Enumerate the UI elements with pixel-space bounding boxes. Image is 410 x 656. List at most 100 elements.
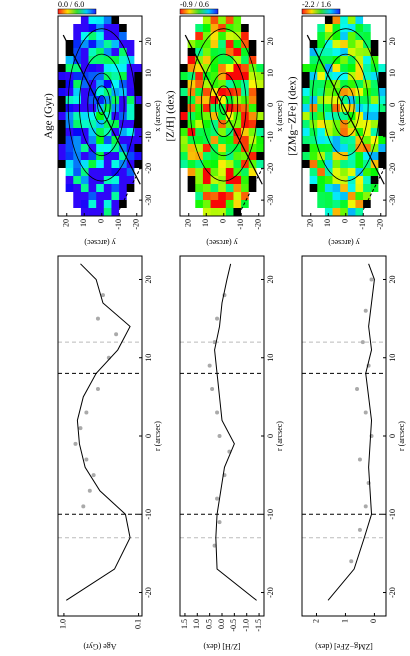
map-pixel <box>256 87 265 96</box>
profile-panel: -20 -10 0 10 20 0.1 1.0 r (arcsec) Age (Gyr) <box>57 255 162 651</box>
map-pixel <box>340 191 349 200</box>
map-pixel <box>88 119 97 128</box>
map-pixel <box>103 167 112 176</box>
map-pixel <box>88 63 97 72</box>
map-pixel <box>355 63 364 72</box>
contour <box>209 72 239 138</box>
map-pixel <box>126 15 135 24</box>
map-pixel <box>195 79 204 88</box>
y-axis-label: y (arcsec) <box>84 238 116 247</box>
map-pixel <box>180 143 188 152</box>
map-pixel <box>58 207 66 216</box>
map-pixel <box>195 87 204 96</box>
map-pixel <box>347 15 356 24</box>
map-pixel <box>134 55 143 64</box>
map-pixel <box>302 183 310 192</box>
map-pixel <box>218 167 227 176</box>
map-pixel <box>332 47 341 56</box>
map-pixel <box>58 63 66 72</box>
map-pixel <box>103 39 112 48</box>
map-pixel <box>202 159 211 168</box>
map-pixel <box>317 111 326 120</box>
map-pixel <box>218 31 227 40</box>
map-pixel <box>119 183 128 192</box>
map-pixel <box>317 143 326 152</box>
map-pixel <box>103 55 112 64</box>
map-pixel <box>378 199 387 208</box>
map-pixel <box>233 159 242 168</box>
map-pixel <box>58 47 66 56</box>
map-pixel <box>241 31 250 40</box>
map-pixel <box>195 95 204 104</box>
map-pixel <box>370 31 379 40</box>
map-pixel <box>65 15 74 24</box>
map-pixel <box>126 87 135 96</box>
map-pixel <box>378 103 387 112</box>
map-pixel <box>134 127 143 136</box>
x-tick-label: -30 <box>144 195 153 206</box>
map-pixel <box>332 191 341 200</box>
map-pixel <box>73 87 82 96</box>
map-pixel <box>111 159 120 168</box>
map-pixel <box>233 47 242 56</box>
map-pixel <box>119 31 128 40</box>
y-axis-label: y (arcsec) <box>328 238 360 247</box>
map-pixel <box>355 39 364 48</box>
map-pixel <box>340 111 349 120</box>
map-pixel <box>324 95 333 104</box>
map-pixel <box>302 111 310 120</box>
map-pixel <box>73 207 82 216</box>
map-pixel <box>302 143 310 152</box>
map-pixel <box>195 127 204 136</box>
map-pixel <box>317 71 326 80</box>
map-pixel <box>88 95 97 104</box>
map-pixel <box>111 79 120 88</box>
map-pixel <box>218 87 227 96</box>
map-pixel <box>180 191 188 200</box>
map-pixel <box>65 159 74 168</box>
map-pixel <box>96 15 105 24</box>
map-pixel <box>65 151 74 160</box>
map-pixel <box>317 151 326 160</box>
map-pixel <box>58 135 66 144</box>
map-pixel <box>256 15 265 24</box>
map-pixel <box>119 167 128 176</box>
map-pixel <box>225 183 234 192</box>
map-pixel <box>195 39 204 48</box>
map-pixel <box>111 63 120 72</box>
y-tick-label: 0 <box>369 619 378 623</box>
map-pixel <box>324 23 333 32</box>
dashed-line <box>240 168 263 210</box>
map-pixel <box>317 87 326 96</box>
map-pixel <box>370 119 379 128</box>
map-pixel <box>309 207 318 216</box>
map-pixel <box>134 15 143 24</box>
map-pixel <box>340 55 349 64</box>
map-pixel <box>187 143 196 152</box>
map-pixel <box>65 55 74 64</box>
map-pixel <box>225 39 234 48</box>
map-pixel <box>355 183 364 192</box>
map-pixel <box>58 39 66 48</box>
map-pixel <box>248 119 257 128</box>
map-pixel <box>134 47 143 56</box>
map-pixel <box>65 95 74 104</box>
map-pixel <box>347 199 356 208</box>
map-pixel <box>317 199 326 208</box>
data-point <box>363 410 368 415</box>
map-pixel <box>370 183 379 192</box>
data-point <box>349 559 354 564</box>
x-axis-label: x (arcsec) <box>275 100 284 132</box>
x-tick-label: 0 <box>266 434 275 438</box>
map-pixel <box>96 175 105 184</box>
map-pixel <box>119 15 128 24</box>
y-tick-label: -10 <box>236 219 245 230</box>
map-pixel <box>378 71 387 80</box>
map-pixel <box>202 55 211 64</box>
map-pixel <box>225 15 234 24</box>
map-pixel <box>355 143 364 152</box>
map-pixel <box>180 111 188 120</box>
map-pixel <box>126 119 135 128</box>
map-pixel <box>233 207 242 216</box>
